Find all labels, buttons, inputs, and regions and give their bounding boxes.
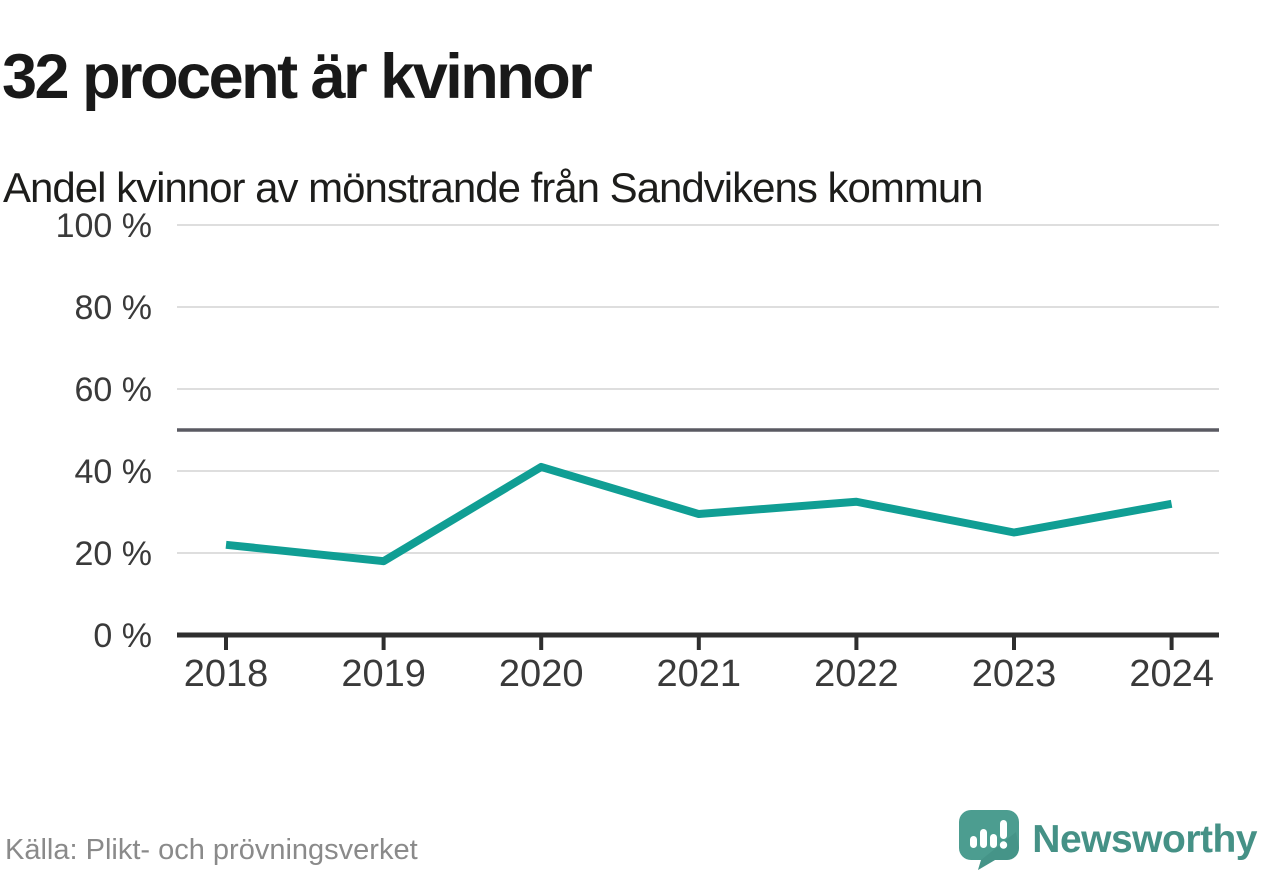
y-axis-label-80: 80 %	[75, 289, 153, 327]
x-axis-label-2019: 2019	[341, 653, 426, 695]
newsworthy-wordmark: Newsworthy	[1032, 818, 1257, 861]
chart-subtitle: Andel kvinnor av mönstrande från Sandvik…	[3, 164, 984, 211]
y-axis-label-20: 20 %	[75, 535, 153, 573]
y-axis-label-40: 40 %	[75, 453, 153, 491]
x-axis-label-2020: 2020	[499, 653, 584, 695]
chart-title: 32 procent är kvinnor	[2, 42, 593, 113]
x-axis-label-2023: 2023	[972, 653, 1057, 695]
x-axis-label-2018: 2018	[184, 653, 269, 695]
x-axis-label-2022: 2022	[814, 653, 899, 695]
data-line-Andel kvinnor av mönstrande	[225, 462, 1173, 566]
y-axis-label-0: 0 %	[93, 617, 152, 655]
newsworthy-bubble-icon	[959, 810, 1020, 870]
x-axis-label-2024: 2024	[1129, 653, 1214, 695]
y-axis-label-100: 100 %	[56, 207, 152, 245]
y-axis-label-60: 60 %	[75, 371, 153, 409]
newsworthy-logo: Newsworthy	[958, 809, 1257, 871]
x-axis-label-2021: 2021	[657, 653, 742, 695]
source-note: Källa: Plikt- och prövningsverket	[5, 834, 418, 866]
